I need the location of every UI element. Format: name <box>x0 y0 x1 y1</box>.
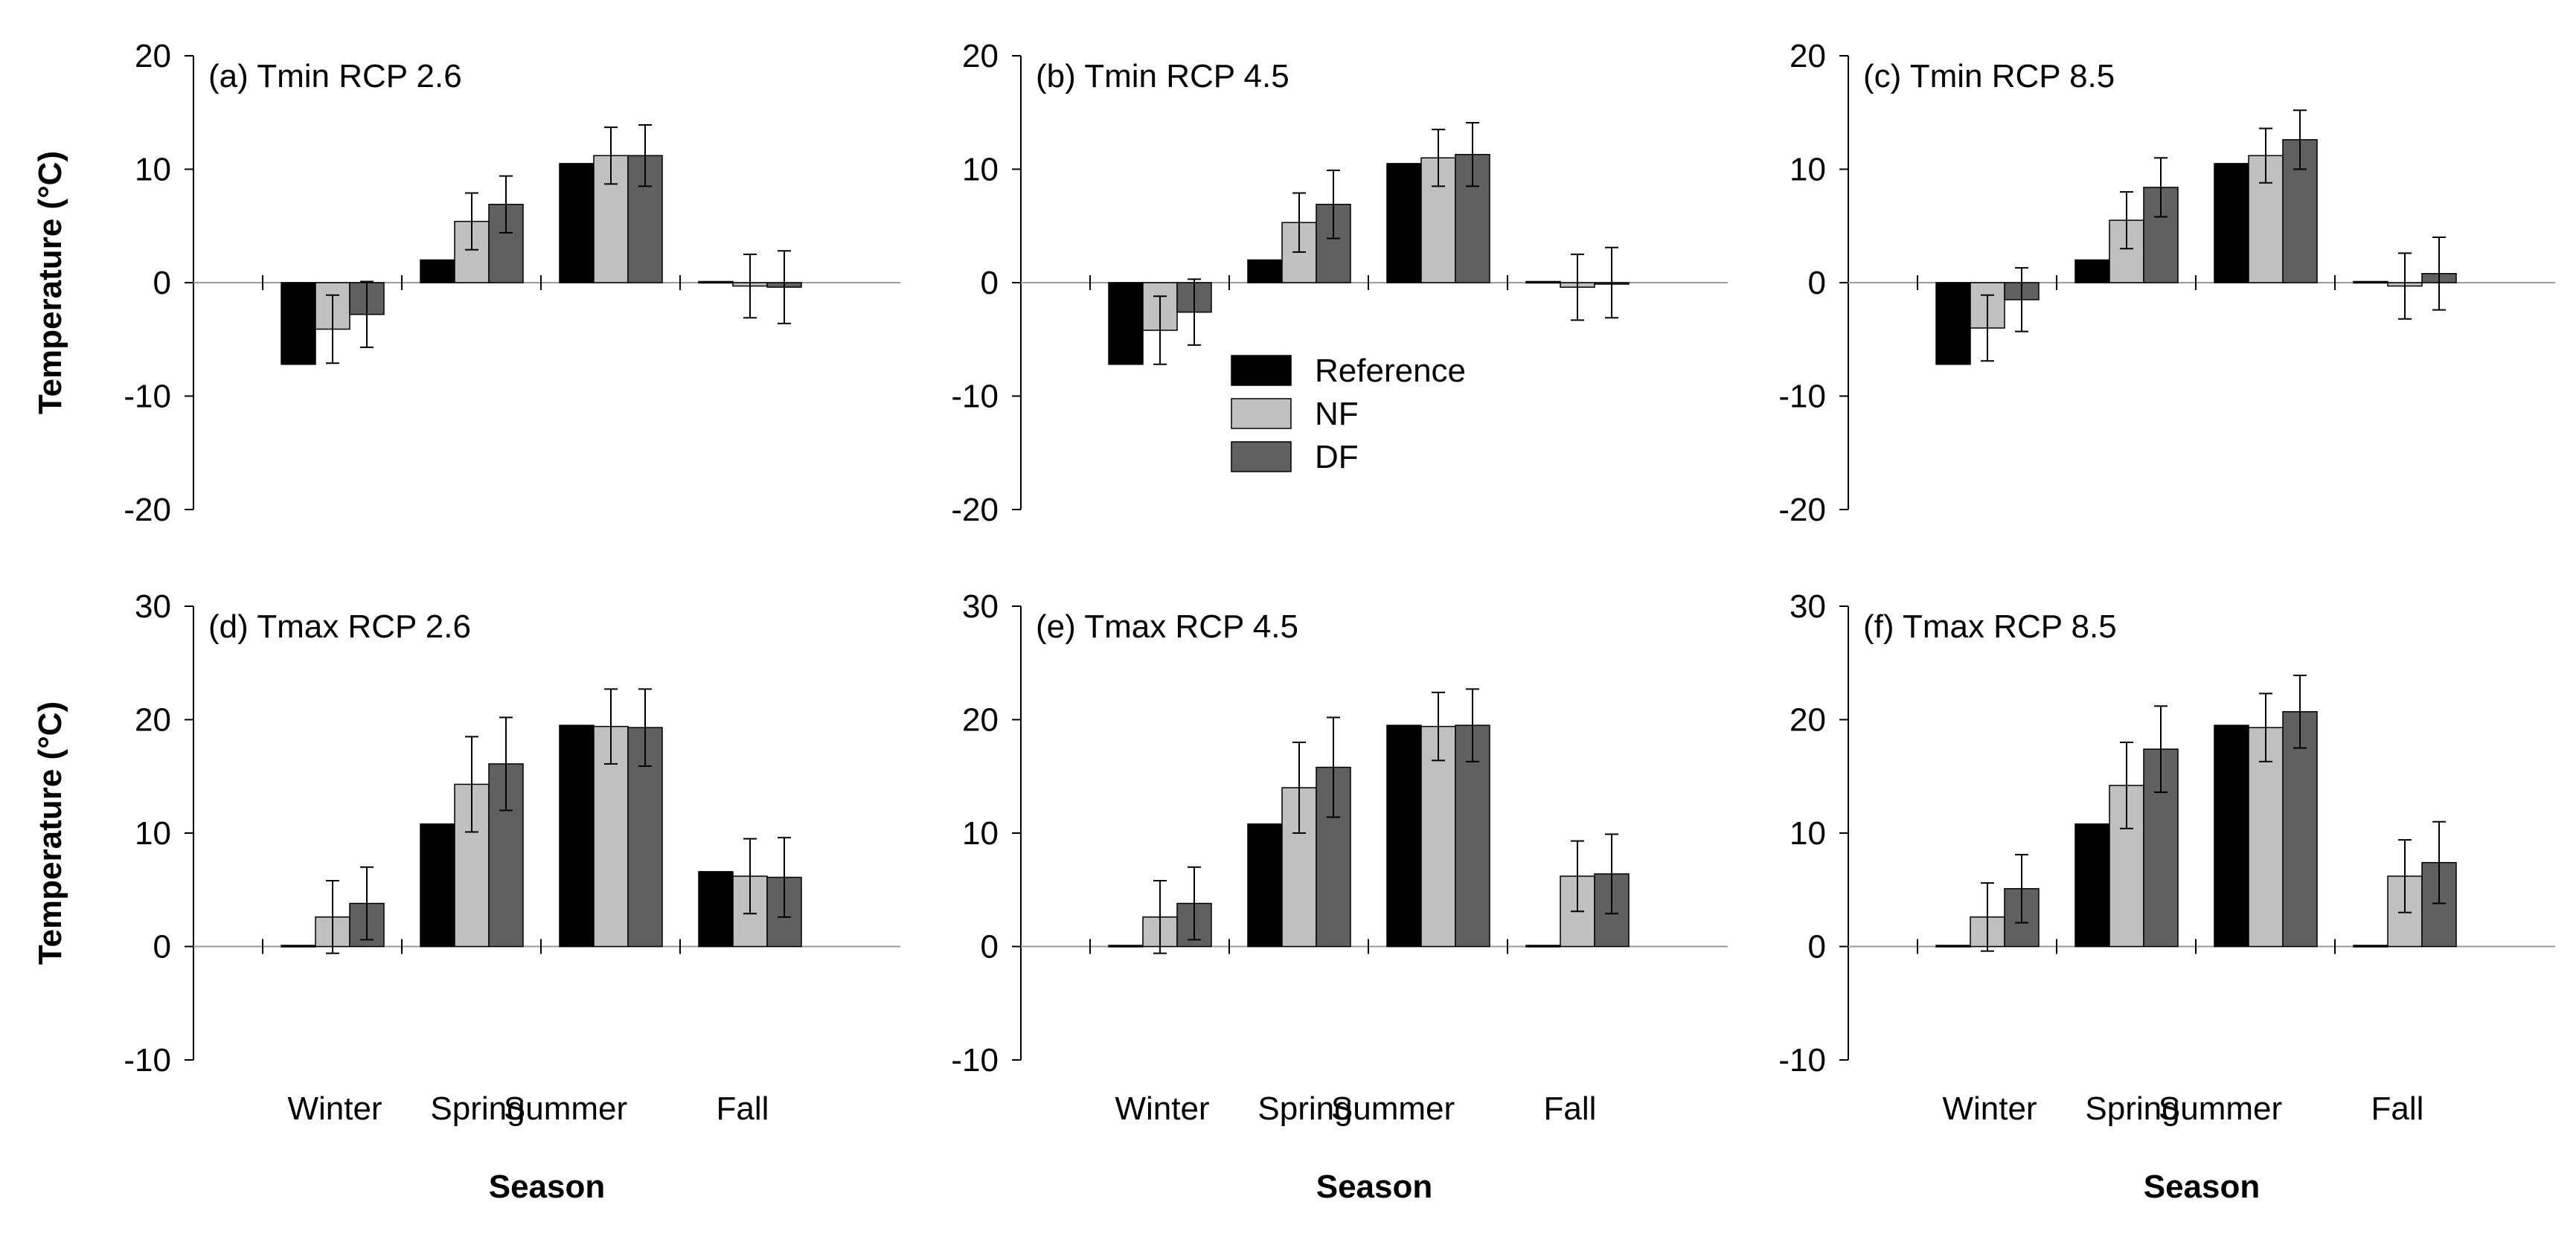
panel-c: -20 -10 0 10 20 (c) Tmin RCP 8.5 <box>1778 38 2555 528</box>
bar-reference-fall <box>1525 945 1561 948</box>
x-tick-label-spring: Spring <box>430 1090 525 1127</box>
y-tick-label: 0 <box>1808 265 1826 301</box>
legend-label-nf: NF <box>1315 396 1359 432</box>
panel-title: (b) Tmin RCP 4.5 <box>1036 58 1289 94</box>
y-tick-label: 0 <box>981 929 999 965</box>
legend-label-df: DF <box>1315 439 1359 475</box>
legend-swatch-df <box>1231 441 1292 472</box>
panel-title: (c) Tmin RCP 8.5 <box>1863 58 2115 94</box>
y-tick-label: -20 <box>1778 492 1826 528</box>
x-tick-label-winter: Winter <box>1115 1090 1209 1127</box>
panel-d: -10 0 10 20 30 (d) Tmax RCP 2.6 Winter SpringSu… <box>32 588 900 1205</box>
bar-reference-summer <box>1386 724 1422 948</box>
y-tick-label: -20 <box>951 492 999 528</box>
x-axis-title: Season <box>1316 1169 1433 1205</box>
y-tick-label: 0 <box>981 265 999 301</box>
legend-swatch-reference <box>1231 355 1292 386</box>
legend-swatch-nf <box>1231 398 1292 429</box>
y-tick-label: -10 <box>951 379 999 415</box>
y-tick-label: -10 <box>124 379 171 415</box>
y-tick-label: 0 <box>1808 929 1826 965</box>
y-tick-label: 30 <box>1790 588 1826 625</box>
panel-title: (f) Tmax RCP 8.5 <box>1863 608 2117 645</box>
y-tick-label: 10 <box>1790 152 1826 188</box>
x-tick-label-fall: Fall <box>717 1090 769 1127</box>
x-axis-title: Season <box>489 1169 606 1205</box>
bar-reference-spring <box>1247 259 1283 283</box>
y-tick-label: -10 <box>1778 1042 1826 1079</box>
bar-reference-winter <box>281 945 316 948</box>
x-tick-label-fall: Fall <box>2371 1090 2424 1127</box>
bar-reference-fall <box>2353 945 2388 948</box>
y-tick-label: 30 <box>962 588 999 625</box>
legend: Reference NF DF <box>1231 353 1466 475</box>
panel-title: (d) Tmax RCP 2.6 <box>208 608 471 645</box>
bar-reference-fall <box>698 280 734 284</box>
y-tick-label: 10 <box>135 815 171 852</box>
y-tick-label: 30 <box>135 588 171 625</box>
bar-reference-summer <box>559 163 595 283</box>
bar-reference-winter <box>281 282 316 365</box>
y-tick-label: -10 <box>124 1042 171 1079</box>
panel-title: (a) Tmin RCP 2.6 <box>208 58 462 94</box>
bar-reference-spring <box>2074 259 2110 283</box>
x-tick-label-summer: Summer <box>504 1090 627 1127</box>
x-tick-label-summer: Summer <box>2159 1090 2282 1127</box>
y-tick-label: -10 <box>951 1042 999 1079</box>
bar-reference-summer <box>1386 163 1422 283</box>
x-axis-title: Season <box>2144 1169 2261 1205</box>
panel-b: -20 -10 0 10 20 (b) Tmin RCP 4.5 <box>951 38 1728 528</box>
y-tick-label: -20 <box>124 492 171 528</box>
x-tick-label-winter: Winter <box>1942 1090 2037 1127</box>
x-tick-label-spring: Spring <box>2085 1090 2179 1127</box>
y-tick-label: 20 <box>135 702 171 739</box>
bar-reference-summer <box>2214 163 2249 283</box>
bar-reference-summer <box>2214 724 2249 948</box>
y-tick-label: 20 <box>962 702 999 739</box>
panel-f: -10 0 10 20 30 (f) Tmax RCP 8.5 Winter SpringSu… <box>1778 588 2555 1205</box>
bar-nf-summer <box>1420 725 1456 948</box>
bar-reference-fall <box>2353 280 2388 284</box>
bar-reference-spring <box>2074 823 2110 948</box>
panel-title: (e) Tmax RCP 4.5 <box>1036 608 1298 645</box>
bar-reference-spring <box>1247 823 1283 948</box>
x-tick-label-fall: Fall <box>1544 1090 1597 1127</box>
x-tick-label-winter: Winter <box>287 1090 382 1127</box>
y-tick-label: 20 <box>962 38 999 74</box>
y-tick-label: 0 <box>153 929 171 965</box>
y-tick-label: 10 <box>962 815 999 852</box>
y-tick-label: 10 <box>962 152 999 188</box>
y-tick-label: 20 <box>135 38 171 74</box>
x-tick-label-summer: Summer <box>1331 1090 1455 1127</box>
y-tick-label: 10 <box>135 152 171 188</box>
bar-reference-winter <box>1108 945 1144 948</box>
panel-e: -10 0 10 20 30 (e) Tmax RCP 4.5 Winter SpringSu… <box>951 588 1728 1205</box>
bar-reference-winter <box>1108 282 1144 365</box>
bar-reference-spring <box>420 823 455 948</box>
bar-reference-spring <box>420 259 455 283</box>
y-tick-label: 0 <box>153 265 171 301</box>
y-axis-title: Temperature (°C) <box>32 151 68 414</box>
legend-label-reference: Reference <box>1315 353 1466 389</box>
y-tick-label: 10 <box>1790 815 1826 852</box>
panels: -20 -10 0 10 20 (a) Tmin RCP 2.6 Temperature (… <box>32 38 2555 1205</box>
panel-a: -20 -10 0 10 20 (a) Tmin RCP 2.6 Temperature (… <box>32 38 900 528</box>
y-axis-title: Temperature (°C) <box>32 701 68 965</box>
bar-reference-summer <box>559 724 595 948</box>
bar-reference-fall <box>698 871 734 948</box>
y-tick-label: -10 <box>1778 379 1826 415</box>
bar-reference-winter <box>1935 282 1971 365</box>
y-tick-label: 20 <box>1790 702 1826 739</box>
bar-reference-fall <box>1525 280 1561 284</box>
y-tick-label: 20 <box>1790 38 1826 74</box>
bar-reference-winter <box>1935 945 1971 948</box>
x-tick-label-spring: Spring <box>1257 1090 1352 1127</box>
bar-df-summer <box>2282 711 2318 948</box>
